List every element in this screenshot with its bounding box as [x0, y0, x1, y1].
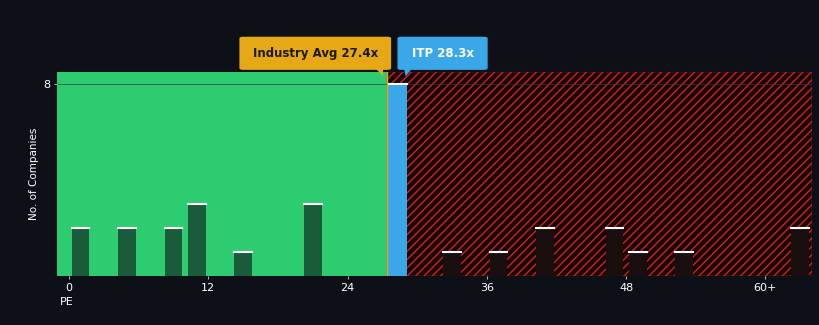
Bar	[234, 252, 251, 276]
Bar	[387, 72, 811, 276]
Y-axis label: No. of Companies: No. of Companies	[29, 128, 39, 220]
Bar	[790, 228, 808, 276]
Bar	[442, 252, 460, 276]
Bar	[387, 72, 811, 276]
Bar	[188, 204, 206, 276]
Bar	[628, 252, 646, 276]
Bar	[71, 228, 89, 276]
Bar	[536, 228, 553, 276]
Bar	[605, 228, 622, 276]
Bar	[118, 228, 136, 276]
Bar	[165, 228, 182, 276]
Bar	[489, 252, 507, 276]
Bar	[304, 204, 321, 276]
Text: Industry Avg 27.4x: Industry Avg 27.4x	[252, 47, 378, 60]
Bar	[387, 84, 406, 276]
Text: PE: PE	[60, 297, 74, 307]
Bar	[57, 72, 387, 276]
Bar	[674, 252, 692, 276]
Text: ITP 28.3x: ITP 28.3x	[411, 47, 473, 60]
